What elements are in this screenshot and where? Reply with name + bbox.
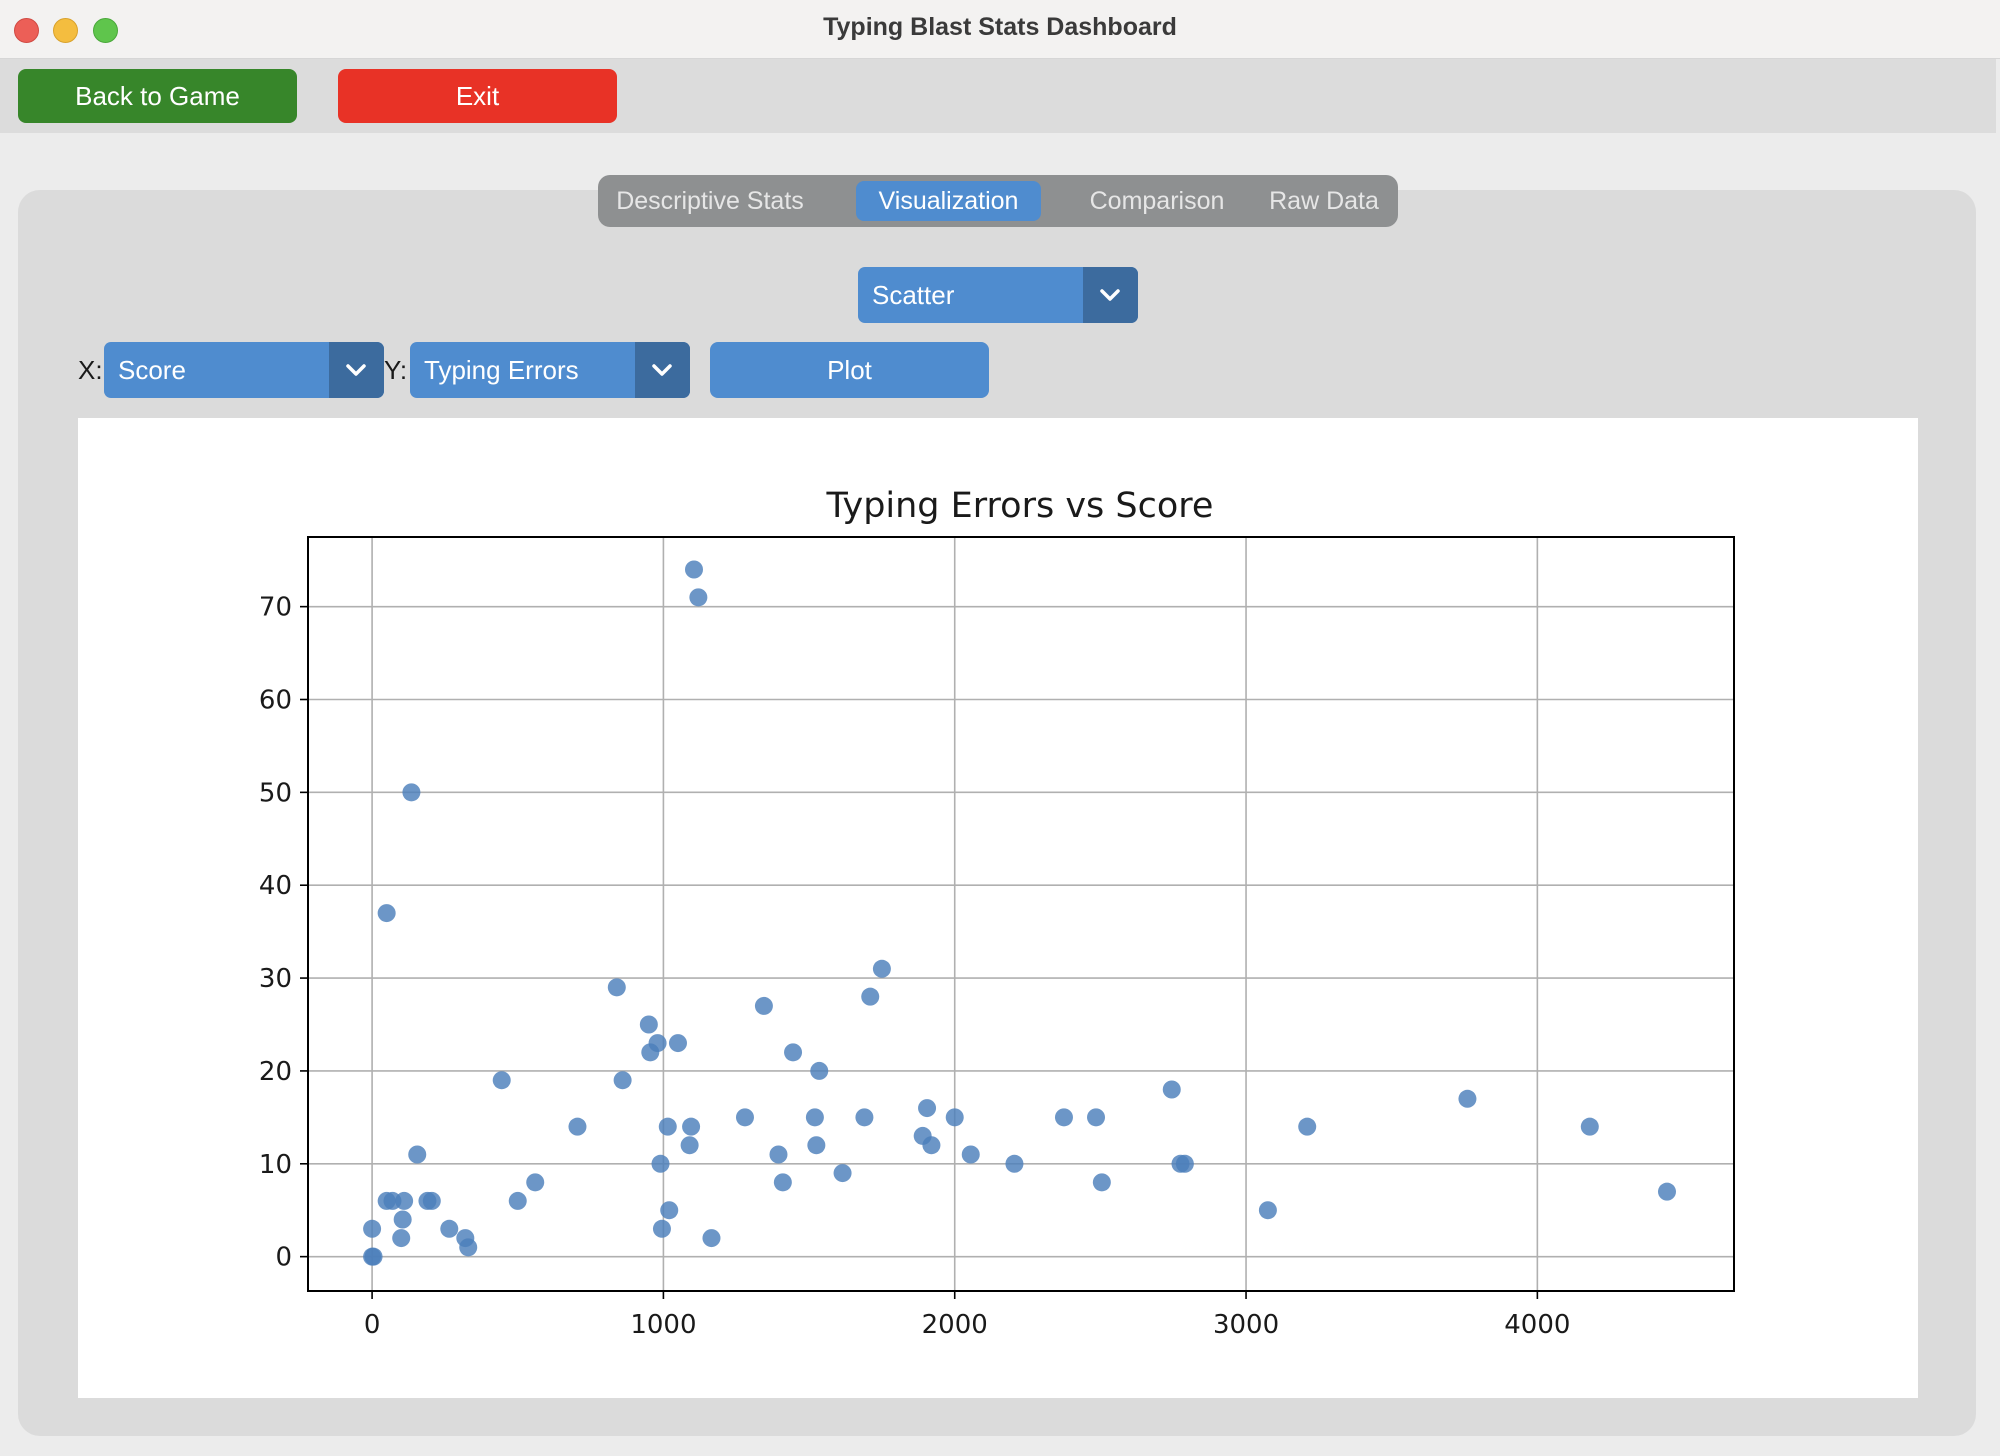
y-axis-value: Typing Errors [424, 355, 579, 385]
scatter-point [363, 1219, 382, 1238]
scatter-point [1054, 1108, 1073, 1127]
plot-button[interactable]: Plot [710, 342, 989, 398]
segmented-tab-bar: Descriptive Stats Visualization Comparis… [598, 175, 1398, 227]
scatter-point [872, 959, 891, 978]
tab-descriptive-stats[interactable]: Descriptive Stats [616, 187, 804, 215]
window-title: Typing Blast Stats Dashboard [823, 13, 1177, 41]
scatter-point [805, 1108, 824, 1127]
x-tick-label: 1000 [630, 1310, 696, 1340]
scatter-point [613, 1071, 632, 1090]
maximize-window-button[interactable] [93, 18, 118, 43]
back-to-game-button[interactable]: Back to Game [18, 69, 297, 123]
chevron-down-icon[interactable] [1083, 267, 1138, 323]
scatter-chart: Typing Errors vs Score 0 1000 2000 3000 4000… [259, 486, 1735, 1340]
scatter-point [660, 1201, 679, 1220]
scatter-point [364, 1247, 383, 1266]
y-axis-dropdown[interactable]: Typing Errors [410, 342, 690, 398]
scatter-point [392, 1229, 411, 1248]
scatter-point [689, 588, 708, 607]
scatter-point [754, 996, 773, 1015]
scatter-point [393, 1210, 412, 1229]
chevron-down-icon[interactable] [635, 342, 690, 398]
scatter-point [918, 1099, 937, 1118]
exit-button[interactable]: Exit [338, 69, 617, 123]
plot-frame [307, 536, 1735, 1292]
scatter-point [702, 1229, 721, 1248]
x-axis-dropdown[interactable]: Score [104, 342, 384, 398]
scatter-point [810, 1061, 829, 1080]
close-window-button[interactable] [14, 18, 39, 43]
scatter-point [492, 1071, 511, 1090]
scatter-point [568, 1117, 587, 1136]
tab-comparison[interactable]: Comparison [1089, 187, 1225, 215]
scatter-point [769, 1145, 788, 1164]
scatter-point [1657, 1182, 1676, 1201]
title-bar: Typing Blast Stats Dashboard [0, 0, 2000, 59]
plot-type-dropdown[interactable]: Scatter [858, 267, 1138, 323]
chevron-down-icon[interactable] [329, 342, 384, 398]
x-tick-label: 0 [364, 1310, 381, 1340]
scatter-point [668, 1034, 687, 1053]
x-tick-label: 3000 [1213, 1310, 1279, 1340]
top-toolbar: Back to Game Exit [0, 59, 1996, 133]
plot-type-value: Scatter [872, 280, 955, 310]
y-tick-label: 40 [259, 871, 292, 901]
scatter-point [1298, 1117, 1317, 1136]
scatter-point [680, 1136, 699, 1155]
scatter-point [658, 1117, 677, 1136]
scatter-point [861, 987, 880, 1006]
scatter-point [1092, 1173, 1111, 1192]
scatter-point [1458, 1089, 1477, 1108]
scatter-point [961, 1145, 980, 1164]
y-axis-selector-label: Y: [384, 355, 408, 385]
scatter-point [807, 1136, 826, 1155]
scatter-point [408, 1145, 427, 1164]
scatter-point [1580, 1117, 1599, 1136]
scatter-point [639, 1015, 658, 1034]
y-tick-label: 10 [259, 1150, 292, 1180]
scatter-point [648, 1034, 667, 1053]
scatter-point [652, 1219, 671, 1238]
scatter-point [395, 1191, 414, 1210]
scatter-point [459, 1238, 478, 1257]
scatter-point [508, 1191, 527, 1210]
y-tick-label: 30 [259, 964, 292, 994]
y-tick-label: 60 [259, 686, 292, 716]
scatter-point [1175, 1154, 1194, 1173]
y-tick-label: 50 [259, 778, 292, 808]
scatter-point [945, 1108, 964, 1127]
y-tick-label: 0 [275, 1243, 292, 1273]
scatter-point [773, 1173, 792, 1192]
x-axis-value: Score [118, 355, 186, 385]
scatter-point [833, 1164, 852, 1183]
scatter-point [607, 978, 626, 997]
chart-canvas: Typing Errors vs Score 0 1000 2000 3000 4000… [78, 418, 1918, 1398]
minimize-window-button[interactable] [53, 18, 78, 43]
x-tick-label: 2000 [922, 1310, 988, 1340]
scatter-point [1087, 1108, 1106, 1127]
scatter-point [855, 1108, 874, 1127]
scatter-point [1005, 1154, 1024, 1173]
chart-title: Typing Errors vs Score [826, 486, 1214, 526]
scatter-point [1258, 1201, 1277, 1220]
scatter-point [651, 1154, 670, 1173]
scatter-point [684, 560, 703, 579]
scatter-point [922, 1136, 941, 1155]
y-tick-label: 20 [259, 1057, 292, 1087]
tab-raw-data[interactable]: Raw Data [1269, 187, 1379, 215]
scatter-point [422, 1191, 441, 1210]
scatter-point [1162, 1080, 1181, 1099]
y-tick-label: 70 [259, 593, 292, 623]
scatter-point [784, 1043, 803, 1062]
x-axis-selector-label: X: [78, 355, 103, 385]
tab-visualization[interactable]: Visualization [856, 181, 1041, 221]
scatter-point [682, 1117, 701, 1136]
scatter-point [440, 1219, 459, 1238]
scatter-point [526, 1173, 545, 1192]
scatter-point [377, 904, 396, 923]
scatter-point [402, 783, 421, 802]
x-tick-label: 4000 [1504, 1310, 1570, 1340]
scatter-point [735, 1108, 754, 1127]
